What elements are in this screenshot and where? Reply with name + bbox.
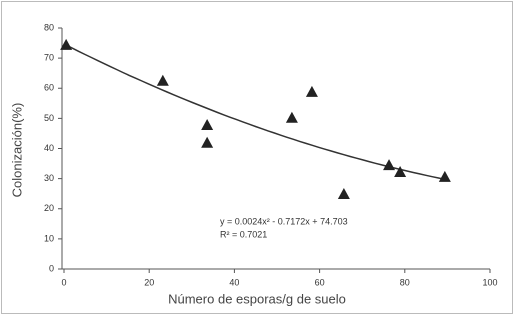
point (60, 38, 73, 50)
x-tick-label: 100 (482, 277, 497, 287)
y-tick-label: 50 (44, 113, 54, 123)
y-tick-label: 80 (44, 22, 54, 32)
y-tick-label: 10 (44, 233, 54, 243)
y-tick-label: 40 (44, 143, 54, 153)
point (285, 111, 298, 123)
x-tick-label: 80 (400, 277, 410, 287)
point (156, 74, 169, 86)
y-tick-label: 0 (49, 263, 54, 273)
y-tick-label: 20 (44, 203, 54, 213)
x-tick-label: 0 (61, 277, 66, 287)
equation: y = 0.0024x² - 0.7172x + 74.703 (220, 216, 348, 226)
point (438, 170, 451, 182)
r-squared: R² = 0.7021 (220, 229, 267, 239)
point (305, 85, 318, 97)
x-tick-label: 20 (144, 277, 154, 287)
point (201, 136, 214, 148)
y-axis-title: Colonización(%) (9, 103, 24, 198)
point (201, 119, 214, 131)
point (337, 187, 350, 199)
y-tick-label: 60 (44, 83, 54, 93)
point (394, 165, 407, 177)
trendline (65, 44, 445, 181)
y-tick-label: 30 (44, 173, 54, 183)
y-tick-label: 70 (44, 53, 54, 63)
x-tick-label: 60 (315, 277, 325, 287)
x-tick-label: 40 (229, 277, 239, 287)
x-axis-title: Número de esporas/g de suelo (168, 291, 346, 306)
point (383, 159, 396, 171)
